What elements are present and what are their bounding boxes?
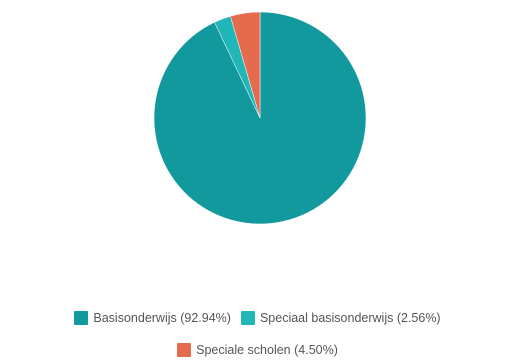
chart-legend: Basisonderwijs (92.94%) Speciaal basison… (0, 308, 515, 360)
pie-slices (153, 11, 367, 225)
legend-item-basisonderwijs[interactable]: Basisonderwijs (92.94%) (74, 308, 231, 328)
pie-slice-speciale-scholen[interactable] (230, 11, 261, 119)
legend-label-basisonderwijs: Basisonderwijs (92.94%) (93, 311, 231, 325)
legend-item-speciale-scholen[interactable]: Speciale scholen (4.50%) (177, 340, 338, 360)
pie-chart (153, 11, 367, 225)
legend-swatch-basisonderwijs (74, 311, 89, 325)
legend-label-speciale-scholen: Speciale scholen (4.50%) (196, 343, 338, 357)
legend-swatch-speciaal-basisonderwijs (240, 311, 255, 325)
legend-swatch-speciale-scholen (177, 343, 192, 357)
legend-item-speciaal-basisonderwijs[interactable]: Speciaal basisonderwijs (2.56%) (240, 308, 441, 328)
legend-label-speciaal-basisonderwijs: Speciaal basisonderwijs (2.56%) (259, 311, 441, 325)
